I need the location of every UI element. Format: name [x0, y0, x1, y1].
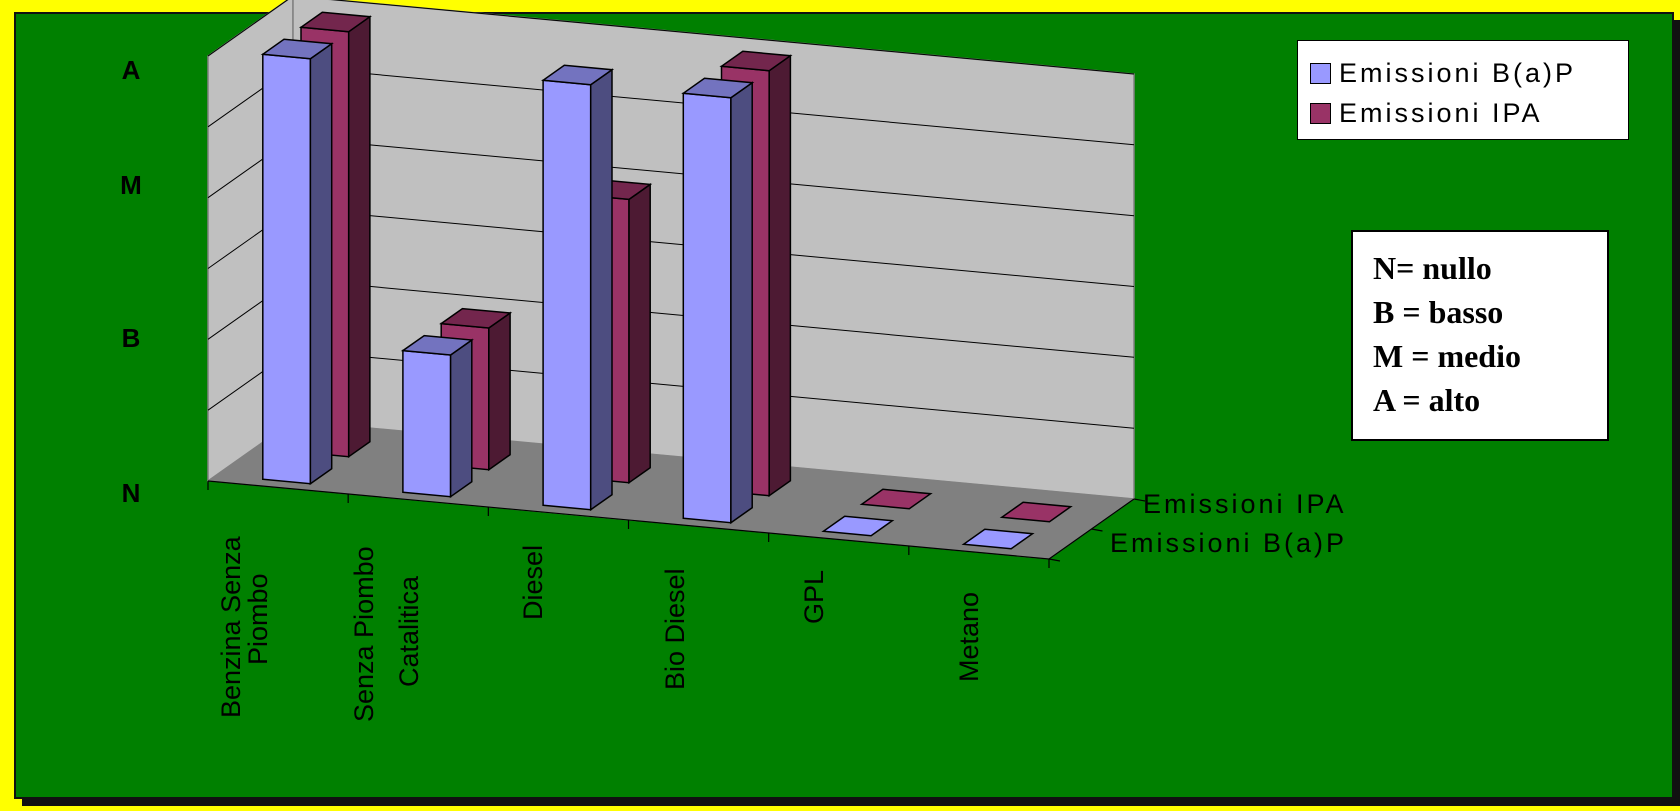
bar-ipa-5-base	[999, 501, 1073, 523]
bar-ipa-1-side	[488, 311, 511, 472]
bar-bap-3-top	[681, 77, 755, 99]
bar-ipa-0-top	[298, 11, 372, 33]
depth-tick-label: Emissioni IPA	[1143, 489, 1347, 519]
legend-label-bap: Emissioni B(a)P	[1339, 57, 1577, 88]
note-line-nullo: N= nullo	[1373, 250, 1492, 286]
bar-bap-0-side	[309, 42, 333, 486]
scale-note-box: N= nullo B = basso M = medio A = alto	[1351, 230, 1609, 441]
x-tick-label: Catalitica	[394, 575, 424, 687]
bar-ipa-2-side	[628, 182, 651, 485]
bar-bap-4-base	[821, 515, 895, 537]
bar-ipa-5	[999, 501, 1073, 523]
bar-bap-4	[821, 515, 895, 537]
x-tick-label: Piombo	[243, 573, 273, 665]
depth-tick	[1048, 558, 1061, 562]
x-tick-label: Bio Diesel	[660, 568, 690, 690]
x-tick-label: Senza Piombo	[349, 546, 379, 722]
bar-bap-2-front	[542, 79, 592, 511]
note-line-alto: A = alto	[1373, 382, 1481, 418]
bar-ipa-1-top	[439, 307, 513, 329]
bar-bap-1-side	[449, 338, 473, 499]
note-line-medio: M = medio	[1373, 338, 1521, 374]
y-tick-label: M	[120, 170, 142, 200]
x-tick-label: Diesel	[518, 545, 548, 620]
bar-bap-3	[681, 77, 755, 525]
bar-bap-1-top	[400, 334, 474, 356]
x-tick-label: GPL	[799, 570, 829, 624]
bar-ipa-0-side	[347, 15, 371, 459]
gridline	[207, 0, 1135, 75]
bar-bap-1	[400, 334, 474, 499]
bar-bap-3-front	[682, 92, 732, 524]
bar-bap-3-side	[730, 81, 753, 525]
bar-bap-5-base	[961, 528, 1035, 550]
legend-swatch-bap	[1310, 62, 1331, 84]
depth-tick-label: Emissioni B(a)P	[1110, 528, 1347, 558]
bar-ipa-3-top	[719, 50, 793, 72]
bar-bap-0	[260, 38, 334, 486]
bar-ipa-3-side	[768, 54, 792, 498]
y-tick-label: N	[122, 478, 141, 508]
depth-tick	[1133, 498, 1146, 502]
note-line-basso: B = basso	[1373, 294, 1504, 330]
depth-tick	[1091, 528, 1103, 532]
bar-bap-2	[541, 64, 615, 512]
bar-bap-1-front	[402, 349, 452, 498]
x-tick-label: Benzina Senza	[216, 535, 246, 718]
bar-bap-0-top	[260, 38, 334, 60]
chart-axes	[207, 480, 1146, 568]
bar-bap-5	[961, 528, 1035, 550]
chart-bars	[260, 11, 1073, 550]
legend-label-ipa: Emissioni IPA	[1339, 97, 1543, 128]
legend-swatch-ipa	[1310, 102, 1331, 124]
legend: Emissioni B(a)P Emissioni IPA	[1297, 40, 1629, 140]
bar-bap-2-top	[541, 64, 615, 86]
bar-ipa-4-base	[859, 488, 933, 510]
x-tick-label: Metano	[954, 592, 984, 682]
bar-bap-2-side	[589, 68, 613, 512]
legend-item-bap: Emissioni B(a)P	[1310, 56, 1576, 90]
y-tick-label: B	[122, 323, 141, 353]
y-tick-label: A	[122, 55, 141, 85]
legend-item-ipa: Emissioni IPA	[1310, 96, 1543, 130]
bar-bap-0-front	[262, 53, 312, 485]
bar-ipa-4	[859, 488, 933, 510]
